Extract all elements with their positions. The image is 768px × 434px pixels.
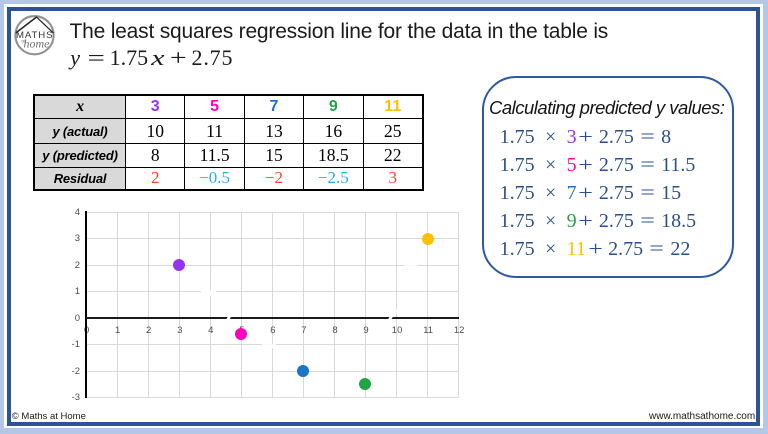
svg-text:MATHS: MATHS: [16, 29, 53, 40]
svg-text:at: at: [21, 38, 26, 44]
svg-text:home: home: [24, 36, 51, 50]
